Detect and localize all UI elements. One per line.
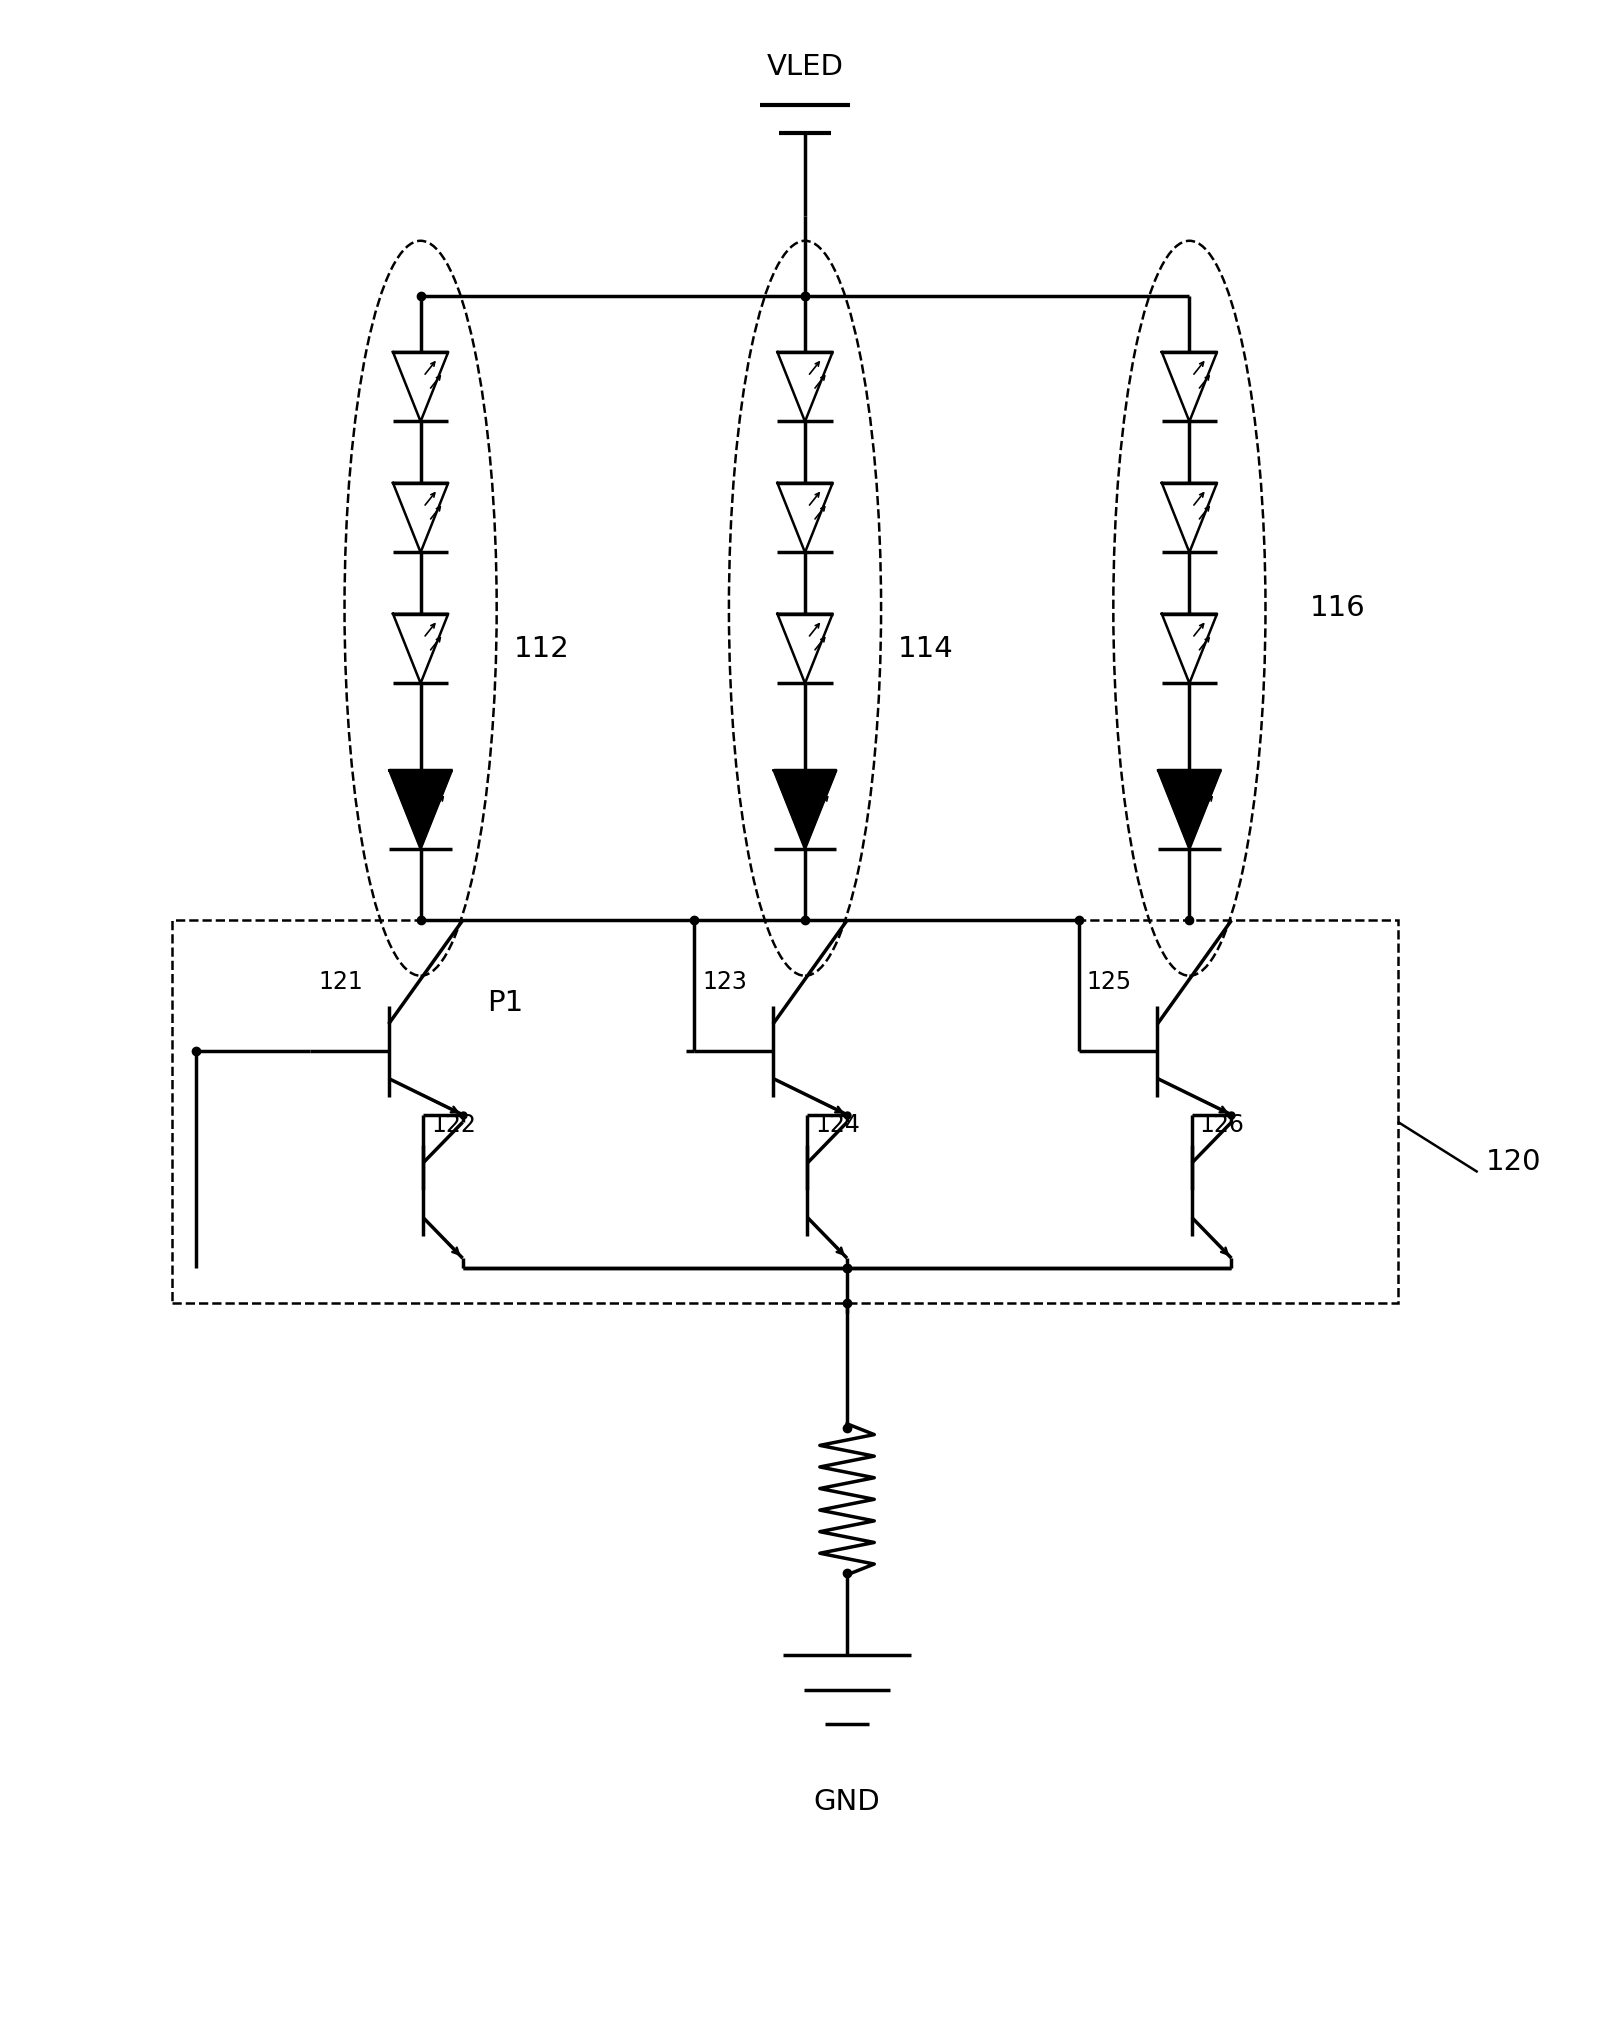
Polygon shape <box>1162 352 1217 421</box>
Text: VLED: VLED <box>766 53 844 81</box>
Polygon shape <box>1162 615 1217 683</box>
Text: 121: 121 <box>319 971 362 995</box>
Polygon shape <box>778 615 832 683</box>
Polygon shape <box>393 483 448 552</box>
Text: 114: 114 <box>898 635 953 663</box>
Text: 116: 116 <box>1309 594 1365 623</box>
Polygon shape <box>390 770 452 849</box>
Polygon shape <box>393 352 448 421</box>
Text: 124: 124 <box>815 1114 860 1136</box>
Bar <box>172 920 1397 1302</box>
Polygon shape <box>1158 770 1220 849</box>
Text: 112: 112 <box>514 635 570 663</box>
Text: GND: GND <box>813 1787 881 1816</box>
Text: 125: 125 <box>1087 971 1132 995</box>
Polygon shape <box>778 483 832 552</box>
Text: 123: 123 <box>702 971 747 995</box>
Text: P1: P1 <box>486 989 523 1017</box>
Text: 126: 126 <box>1199 1114 1245 1136</box>
Polygon shape <box>774 770 836 849</box>
Text: 120: 120 <box>1486 1148 1541 1177</box>
Text: 122: 122 <box>431 1114 477 1136</box>
Polygon shape <box>393 615 448 683</box>
Polygon shape <box>778 352 832 421</box>
Polygon shape <box>1162 483 1217 552</box>
